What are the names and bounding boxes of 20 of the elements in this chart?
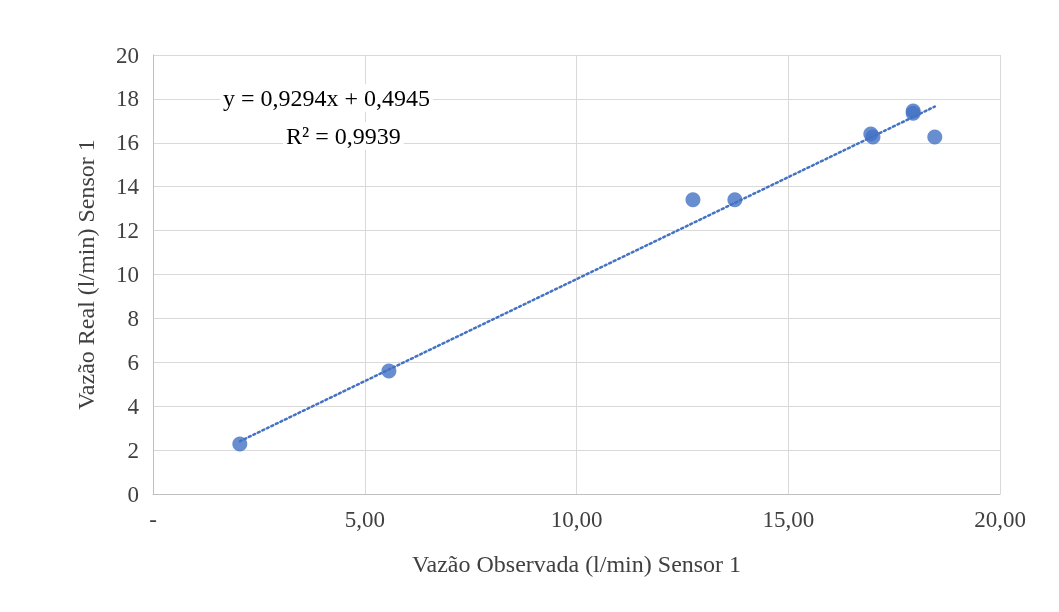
y-tick-label: 10: [116, 262, 139, 287]
y-tick-label: 20: [116, 42, 139, 68]
x-tick-label: -: [149, 507, 157, 532]
y-tick-label: 2: [127, 437, 139, 463]
x-tick-label: 5,00: [344, 507, 385, 532]
x-tick-label: 10,00: [550, 507, 603, 532]
x-axis-title: Vazão Observada (l/min) Sensor 1: [411, 551, 742, 577]
annotation: y = 0,9294x + 0,4945: [223, 85, 431, 111]
y-axis-title: Vazão Real (l/min) Sensor 1: [73, 139, 99, 410]
y-tick-label: 14: [116, 174, 140, 200]
y-tick-label: 6: [127, 349, 139, 375]
y-tick-label: 8: [127, 305, 139, 331]
y-tick-label: 0: [127, 481, 139, 507]
y-tick-label: 4: [127, 393, 140, 419]
x-tick-label: 20,00: [974, 507, 1026, 532]
y-tick-label: 16: [116, 130, 139, 156]
y-tick-label: 18: [116, 86, 139, 112]
annotation: R² = 0,9939: [286, 123, 401, 149]
y-tick-label: 12: [116, 218, 139, 244]
x-tick-label: 15,00: [762, 507, 815, 532]
